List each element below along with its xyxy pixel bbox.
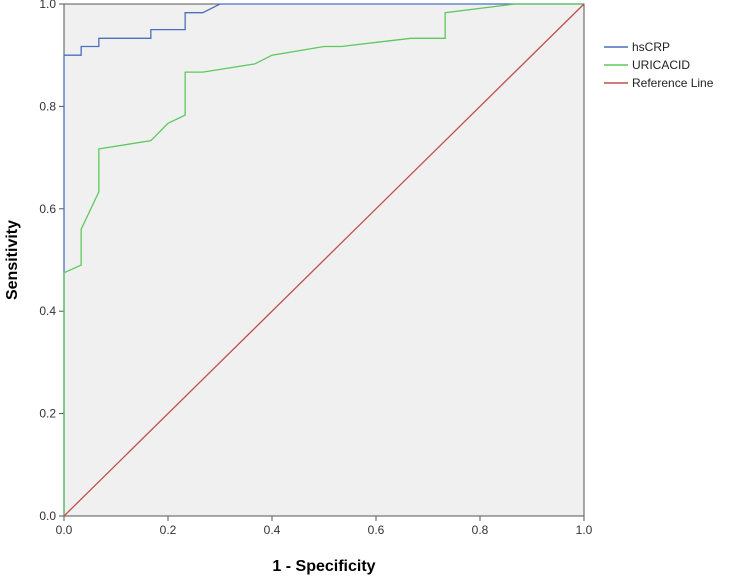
x-tick-label: 0.0: [56, 523, 73, 537]
x-tick-label: 1.0: [576, 523, 593, 537]
legend-label: URICACID: [632, 58, 690, 72]
y-tick-label: 0.2: [39, 407, 56, 421]
x-axis-title: 1 - Specificity: [272, 558, 375, 575]
y-tick-label: 0.4: [39, 304, 56, 318]
series-line-hscrp: [63, 3, 584, 516]
x-tick-label: 0.4: [264, 523, 281, 537]
y-tick-label: 1.0: [39, 0, 56, 11]
y-tick-label: 0.8: [39, 99, 56, 113]
y-tick-label: 0.0: [39, 509, 56, 523]
legend-label: hsCRP: [632, 40, 670, 54]
x-tick-label: 0.8: [472, 523, 489, 537]
legend: hsCRP URICACID Reference Line: [604, 40, 714, 90]
y-tick-label: 0.6: [39, 202, 56, 216]
legend-label: Reference Line: [632, 76, 714, 90]
axis-ticks: 0.0 0.2 0.4 0.6 0.8 1.0 0.0 0.2 0.4 0.6 0.8 1.0: [39, 0, 592, 537]
y-axis-title: Sensitivity: [4, 220, 21, 300]
series-line-reference-line: [63, 3, 585, 517]
x-tick-label: 0.2: [160, 523, 177, 537]
series-line-uricacid: [63, 3, 584, 516]
series-layer: [63, 3, 585, 517]
x-tick-label: 0.6: [368, 523, 385, 537]
